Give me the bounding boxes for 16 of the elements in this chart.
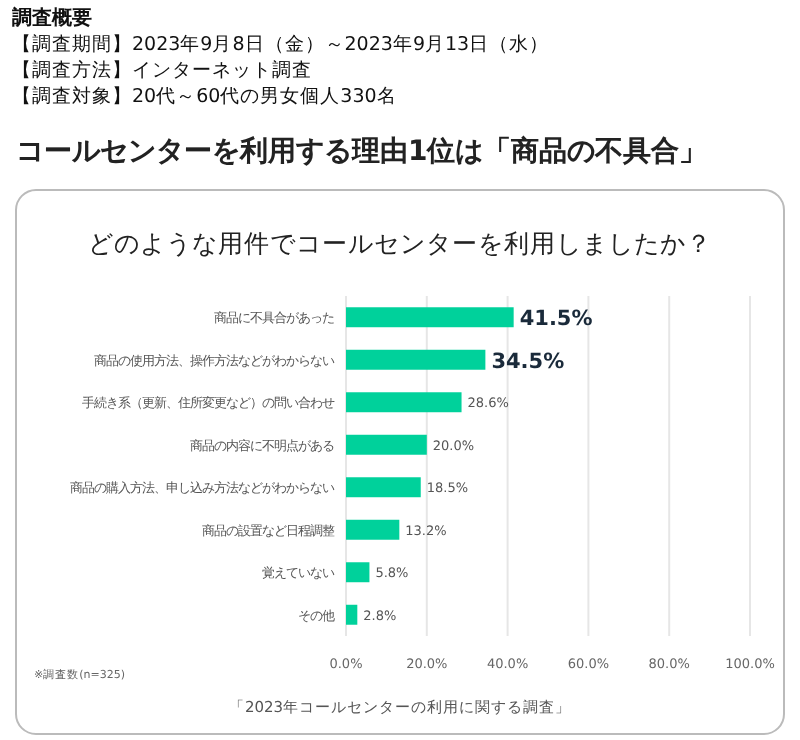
- bar: [346, 307, 514, 328]
- chart-title: コールセンターを利用する理由1位は「商品の不具合」: [16, 134, 708, 168]
- bar: [346, 477, 421, 498]
- bar: [346, 604, 358, 625]
- bar: [346, 562, 370, 583]
- data-label: 34.5%: [491, 349, 566, 374]
- chart-subtitle: どのような用件でコールセンターを利用しましたか？: [88, 228, 712, 258]
- bar: [346, 434, 427, 455]
- text: 【調査対象】20代～60代の男女個人330名: [12, 84, 397, 108]
- bar: [346, 519, 400, 540]
- text: 調査概要: [10, 6, 92, 30]
- text: 【調査期間】2023年9月8日（金）～2023年9月13日（水）: [12, 32, 550, 56]
- bar: [346, 392, 462, 413]
- data-label: 41.5%: [519, 307, 594, 332]
- bar: [346, 349, 486, 370]
- text: 【調査方法】インターネット調査: [12, 58, 312, 82]
